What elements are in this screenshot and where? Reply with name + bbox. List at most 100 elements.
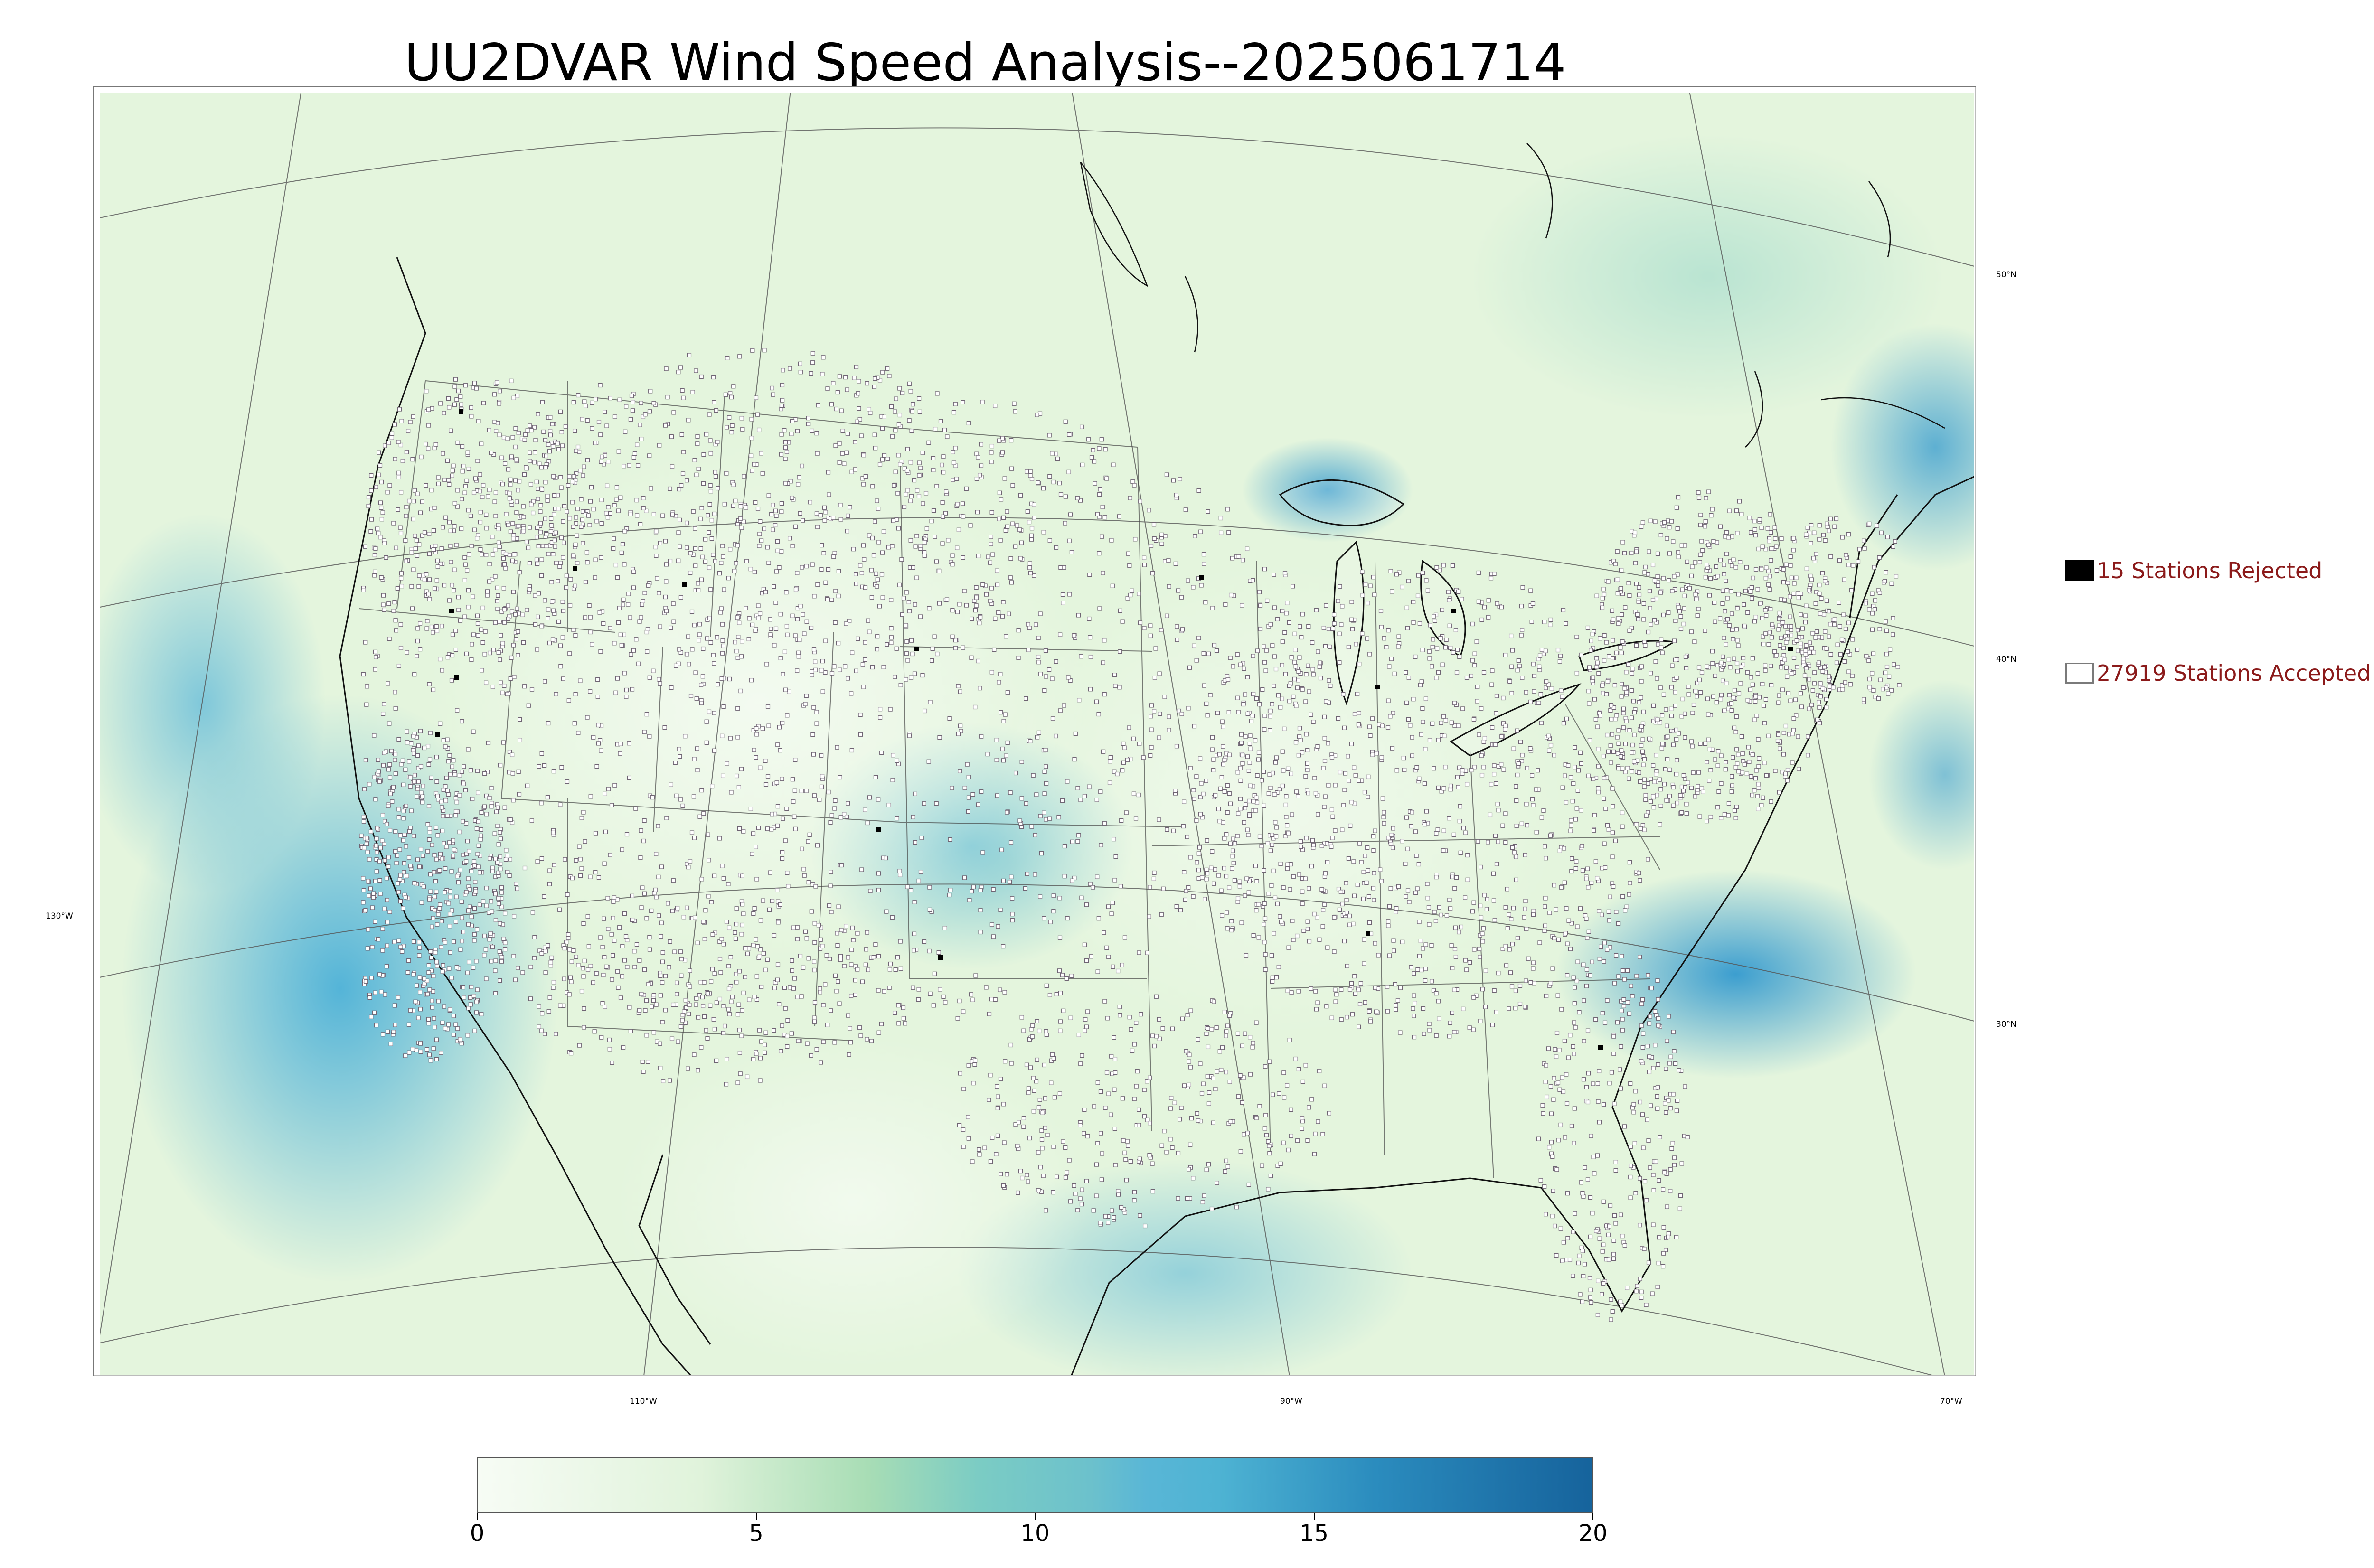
station-accepted-marker: [1613, 1168, 1618, 1173]
station-accepted-marker: [1706, 543, 1711, 547]
station-accepted-marker: [427, 897, 432, 902]
station-accepted-marker: [1596, 789, 1601, 795]
station-accepted-marker: [1745, 610, 1750, 615]
station-accepted-marker: [920, 451, 925, 455]
station-accepted-marker: [602, 410, 607, 414]
station-accepted-marker: [1272, 931, 1276, 936]
station-accepted-marker: [528, 525, 532, 530]
station-accepted-marker: [1084, 1179, 1089, 1183]
station-accepted-marker: [450, 468, 455, 473]
station-accepted-marker: [1434, 991, 1439, 996]
station-accepted-marker: [1072, 633, 1076, 638]
station-accepted-marker: [997, 490, 1002, 495]
station-accepted-marker: [639, 828, 643, 833]
station-accepted-marker: [927, 885, 932, 890]
station-accepted-marker: [695, 768, 700, 772]
station-accepted-marker: [1665, 536, 1669, 541]
station-accepted-marker: [1256, 750, 1262, 755]
station-accepted-marker: [1024, 801, 1028, 806]
station-accepted-marker: [1499, 734, 1504, 739]
station-accepted-marker: [1230, 556, 1235, 561]
station-accepted-marker: [1616, 766, 1621, 771]
station-accepted-marker: [1067, 432, 1072, 437]
station-accepted-marker: [1355, 883, 1360, 887]
station-accepted-marker: [1573, 1211, 1577, 1216]
station-accepted-marker: [1047, 538, 1052, 543]
station-accepted-marker: [1405, 846, 1410, 852]
station-accepted-marker: [1084, 902, 1089, 907]
station-accepted-marker: [370, 905, 375, 910]
station-accepted-marker: [1152, 709, 1157, 714]
station-accepted-marker: [567, 474, 572, 479]
station-accepted-marker: [1501, 767, 1506, 772]
station-accepted-marker: [1595, 876, 1600, 881]
station-accepted-marker: [394, 628, 399, 633]
station-accepted-marker: [1013, 770, 1018, 776]
station-accepted-marker: [1580, 1249, 1585, 1253]
station-accepted-marker: [1698, 552, 1703, 557]
station-accepted-marker: [396, 470, 401, 476]
station-accepted-marker: [1632, 759, 1637, 764]
station-accepted-marker: [370, 945, 375, 949]
station-accepted-marker: [907, 381, 912, 386]
station-accepted-marker: [1400, 584, 1404, 590]
station-accepted-marker: [492, 392, 497, 397]
station-accepted-marker: [1270, 702, 1274, 707]
station-accepted-marker: [880, 457, 885, 462]
station-accepted-marker: [460, 769, 464, 774]
station-accepted-marker: [1247, 798, 1252, 804]
station-accepted-marker: [441, 738, 446, 742]
station-accepted-marker: [844, 450, 849, 455]
station-accepted-marker: [1480, 987, 1485, 992]
station-accepted-marker: [1001, 600, 1006, 605]
station-accepted-marker: [1368, 1019, 1373, 1024]
station-accepted-marker: [1188, 1142, 1193, 1147]
station-accepted-marker: [1201, 651, 1206, 656]
station-accepted-marker: [1803, 613, 1808, 618]
station-accepted-marker: [958, 1071, 963, 1076]
station-accepted-marker: [1224, 1033, 1228, 1039]
station-accepted-marker: [979, 789, 984, 794]
station-accepted-marker: [1738, 560, 1743, 564]
station-accepted-marker: [1703, 524, 1707, 529]
station-accepted-marker: [1300, 901, 1305, 906]
station-accepted-marker: [1357, 841, 1362, 846]
station-accepted-marker: [1248, 733, 1253, 738]
station-accepted-marker: [699, 877, 704, 882]
station-accepted-marker: [516, 653, 520, 657]
station-accepted-marker: [1444, 637, 1449, 642]
station-accepted-marker: [876, 797, 881, 802]
station-accepted-marker: [1544, 1063, 1548, 1068]
station-accepted-marker: [948, 888, 953, 892]
station-accepted-marker: [511, 590, 516, 594]
station-accepted-marker: [1250, 714, 1255, 719]
station-accepted-marker: [462, 995, 467, 1000]
station-accepted-marker: [1622, 977, 1627, 982]
station-accepted-marker: [361, 819, 367, 824]
station-accepted-marker: [1547, 1145, 1552, 1150]
station-accepted-marker: [1257, 1104, 1262, 1108]
station-accepted-marker: [959, 729, 963, 733]
station-accepted-marker: [1324, 603, 1328, 608]
station-accepted-marker: [1283, 802, 1288, 807]
station-accepted-marker: [478, 547, 483, 552]
station-accepted-marker: [1683, 711, 1687, 716]
station-accepted-marker: [361, 815, 367, 819]
station-accepted-marker: [1362, 961, 1366, 966]
station-accepted-marker: [1760, 544, 1765, 549]
station-accepted-marker: [1262, 1126, 1267, 1131]
station-accepted-marker: [1716, 789, 1721, 794]
station-accepted-marker: [596, 723, 601, 728]
station-accepted-marker: [1531, 960, 1536, 965]
station-accepted-marker: [1421, 946, 1425, 951]
station-accepted-marker: [553, 544, 557, 549]
station-accepted-marker: [901, 1016, 906, 1021]
station-accepted-marker: [1152, 870, 1157, 875]
station-accepted-marker: [1658, 720, 1662, 725]
station-accepted-marker: [1338, 584, 1342, 589]
station-accepted-marker: [873, 775, 878, 780]
station-accepted-marker: [1430, 721, 1435, 726]
station-accepted-marker: [1404, 700, 1409, 705]
station-accepted-marker: [1040, 1110, 1045, 1115]
station-accepted-marker: [1380, 796, 1385, 801]
